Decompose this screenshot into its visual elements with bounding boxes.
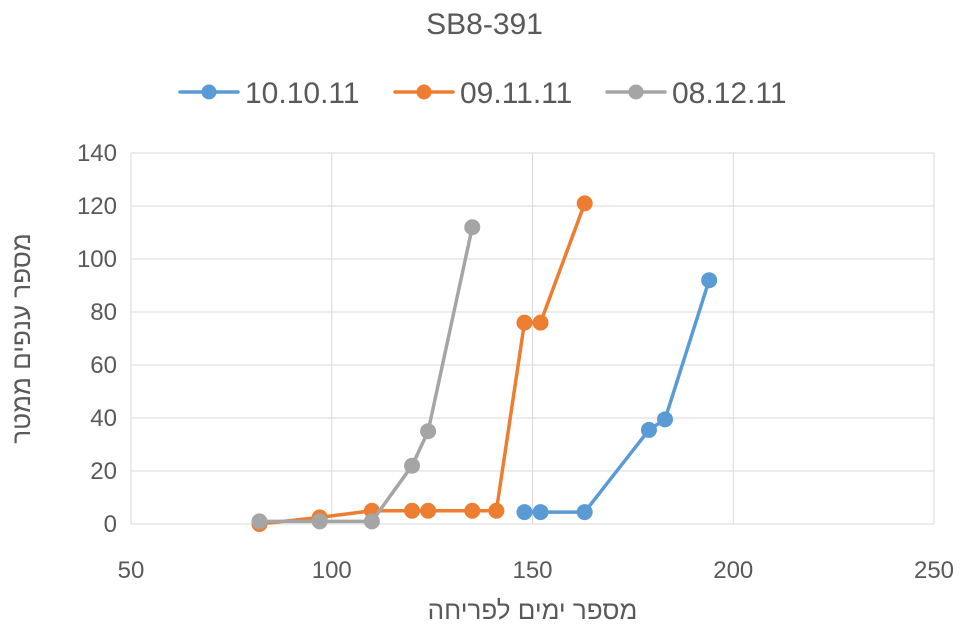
y-tick-label: 40: [90, 405, 117, 432]
series-line-2: [257, 201, 587, 526]
series-3-point-1: [251, 513, 268, 530]
x-tick-label: 100: [312, 557, 352, 584]
series-1-point-2: [532, 504, 549, 521]
series-2-point-8: [516, 314, 533, 331]
y-tick-label: 120: [77, 193, 117, 220]
series-2-point-5: [420, 502, 437, 519]
series-line-1: [522, 278, 711, 514]
series-2-point-6: [464, 502, 481, 519]
x-tick-label: 150: [512, 557, 552, 584]
x-tick-label: 50: [118, 557, 145, 584]
legend-marker-3: [628, 84, 644, 100]
y-tick-label: 140: [77, 140, 117, 167]
series-2-point-4: [404, 502, 421, 519]
x-tick-label: 250: [914, 557, 954, 584]
y-tick-label: 60: [90, 352, 117, 379]
legend-marker-2: [416, 84, 432, 100]
x-tick-label: 200: [713, 557, 753, 584]
legend-label-3: 08.12.11: [672, 77, 787, 110]
y-axis-title: מספר ענפים ממטר: [6, 233, 36, 443]
series-line-3: [257, 225, 475, 524]
legend-label-2: 09.11.11: [460, 77, 572, 110]
series-2-point-7: [488, 502, 505, 519]
y-axis: 0 20 40 60 80 100 120 140: [77, 140, 117, 538]
series-layer: [251, 195, 718, 532]
series-2-point-10: [576, 195, 593, 212]
series-1-point-1: [516, 504, 533, 521]
legend-label-1: 10.10.11: [245, 77, 360, 110]
series-1-point-6: [701, 272, 718, 289]
x-axis: 50 100 150 200 250: [118, 557, 954, 584]
y-tick-label: 0: [104, 511, 117, 538]
series-3-point-3: [363, 513, 380, 530]
y-tick-label: 80: [90, 299, 117, 326]
series-1-point-3: [576, 504, 593, 521]
series-3-point-5: [420, 423, 437, 440]
legend-marker-1: [201, 84, 217, 100]
series-2-point-9: [532, 314, 549, 331]
y-tick-label: 100: [77, 246, 117, 273]
series-3-point-4: [404, 457, 421, 474]
series-1-point-4: [640, 421, 657, 438]
series-1-point-5: [656, 411, 673, 428]
legend: 10.10.11 09.11.11 08.12.11: [178, 77, 787, 110]
x-axis-title: מספר ימים לפריחה: [428, 595, 638, 625]
gridlines: [130, 152, 935, 525]
chart-title: SB8-391: [426, 8, 543, 41]
y-tick-label: 20: [90, 458, 117, 485]
series-3-point-2: [311, 513, 328, 530]
series-3-point-6: [464, 219, 481, 236]
